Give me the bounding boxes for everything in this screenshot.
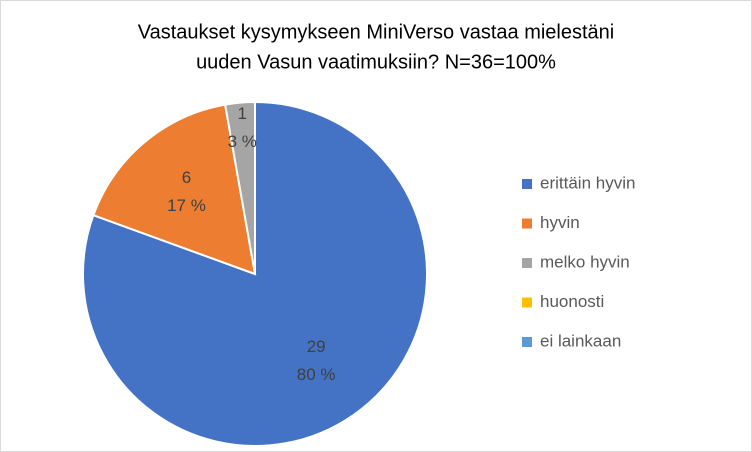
percent-label: 80 %	[297, 365, 336, 384]
legend-label: erittäin hyvin	[540, 173, 635, 192]
data-label: 1	[238, 104, 247, 123]
legend-swatch	[522, 337, 532, 347]
data-label: 29	[307, 337, 326, 356]
data-label: 6	[182, 168, 191, 187]
chart-title: uuden Vasun vaatimuksiin? N=36=100%	[196, 51, 556, 73]
legend-swatch	[522, 258, 532, 268]
legend-swatch	[522, 297, 532, 308]
pie-slice	[223, 100, 256, 275]
pie-slice	[92, 103, 257, 276]
percent-label: 3 %	[228, 132, 257, 151]
legend-label: huonosti	[540, 292, 604, 311]
legend-label: ei lainkaan	[540, 331, 621, 350]
legend-label: hyvin	[540, 213, 580, 232]
percent-label: 17 %	[167, 196, 206, 215]
legend-label: melko hyvin	[540, 252, 630, 271]
chart-title: Vastaukset kysymykseen MiniVerso vastaa …	[138, 21, 615, 43]
legend-swatch	[522, 179, 532, 189]
legend-swatch	[522, 218, 532, 229]
